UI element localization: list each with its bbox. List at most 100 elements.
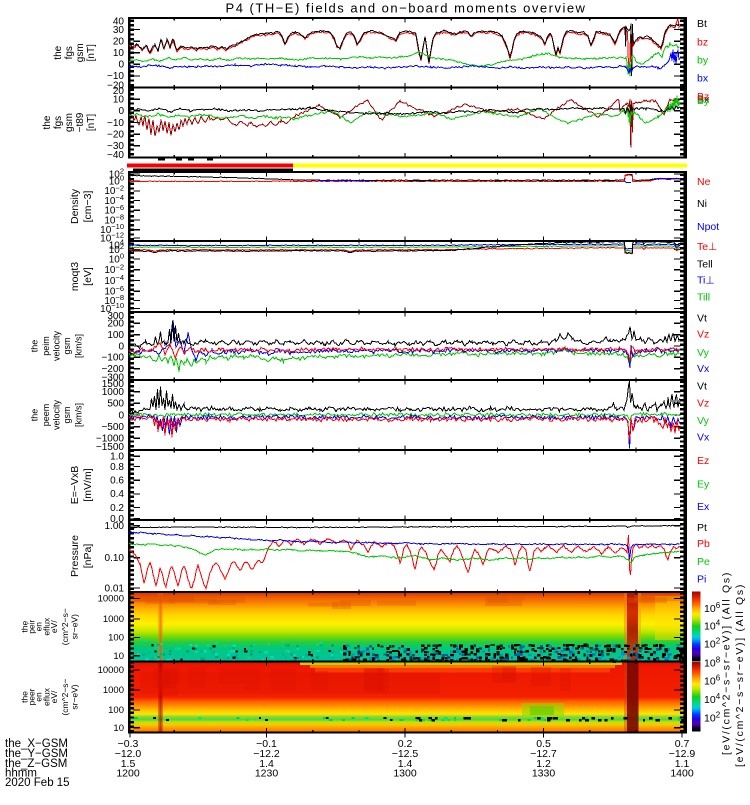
- svg-text:[nT]: [nT]: [86, 114, 97, 131]
- svg-text:(cm^2−s−: (cm^2−s−: [60, 608, 70, 645]
- svg-text:100: 100: [108, 633, 124, 644]
- svg-text:the: the: [53, 45, 64, 59]
- svg-text:Pressure: Pressure: [69, 535, 81, 577]
- svg-text:−12.0: −12.0: [115, 748, 142, 760]
- svg-text:Vz: Vz: [697, 398, 709, 410]
- svg-text:Vt: Vt: [697, 313, 707, 325]
- svg-text:−500: −500: [101, 422, 124, 433]
- svg-text:1.5: 1.5: [121, 758, 136, 770]
- svg-text:[eV]: [eV]: [82, 267, 94, 286]
- svg-text:1300: 1300: [393, 767, 417, 779]
- svg-text:−12.5: −12.5: [392, 748, 419, 760]
- svg-text:the_X−GSM: the_X−GSM: [5, 738, 68, 750]
- svg-text:1400: 1400: [670, 767, 694, 779]
- svg-text:by: by: [697, 55, 709, 67]
- svg-text:−100: −100: [101, 353, 124, 364]
- svg-text:[eV/(cm^2−s−sr−eV)] (All Qs): [eV/(cm^2−s−sr−eV)] (All Qs): [734, 583, 746, 767]
- svg-text:1.0: 1.0: [110, 452, 124, 463]
- svg-text:the: the: [42, 115, 53, 129]
- svg-text:Vy: Vy: [697, 347, 710, 359]
- svg-text:0.4: 0.4: [110, 489, 124, 500]
- svg-text:1.4: 1.4: [259, 758, 274, 770]
- svg-text:peir: peir: [27, 619, 37, 633]
- svg-text:0: 0: [118, 410, 124, 421]
- svg-text:10000: 10000: [98, 665, 124, 676]
- svg-text:−30: −30: [107, 141, 124, 152]
- svg-text:0: 0: [118, 60, 124, 71]
- svg-text:[cm−3]: [cm−3]: [82, 191, 94, 223]
- svg-text:1000: 1000: [103, 614, 124, 625]
- svg-text:[eV/(cm^2−s−sr−eV)] (All Qs): [eV/(cm^2−s−sr−eV)] (All Qs): [721, 571, 733, 755]
- svg-text:[km/s]: [km/s]: [74, 334, 84, 358]
- svg-text:P4 (TH−E) fields and on−board: P4 (TH−E) fields and on−board moments ov…: [226, 1, 587, 16]
- svg-text:10: 10: [113, 651, 124, 662]
- svg-text:fgs: fgs: [64, 46, 75, 59]
- svg-text:the_Y−GSM: the_Y−GSM: [5, 748, 68, 760]
- svg-text:−20: −20: [107, 80, 124, 91]
- svg-text:1500: 1500: [102, 379, 125, 390]
- svg-text:peer: peer: [27, 688, 37, 705]
- svg-text:Pe: Pe: [697, 556, 710, 568]
- svg-text:−12.2: −12.2: [253, 748, 280, 760]
- svg-text:0.10: 0.10: [105, 553, 125, 564]
- svg-text:Ne: Ne: [697, 176, 711, 188]
- svg-text:Bt: Bt: [697, 18, 707, 30]
- svg-text:−12.9: −12.9: [669, 748, 696, 760]
- svg-text:−200: −200: [101, 364, 124, 375]
- svg-text:[nPa]: [nPa]: [82, 544, 94, 569]
- svg-text:Ni: Ni: [697, 198, 707, 210]
- svg-text:−10: −10: [107, 118, 124, 129]
- svg-text:moqt3: moqt3: [69, 262, 81, 291]
- svg-text:0.0: 0.0: [110, 514, 124, 525]
- svg-text:10: 10: [113, 723, 124, 734]
- svg-text:eV/: eV/: [49, 690, 59, 703]
- svg-text:bx: bx: [697, 73, 709, 85]
- svg-text:1.1: 1.1: [675, 758, 690, 770]
- svg-text:the: the: [20, 691, 30, 703]
- svg-text:100: 100: [107, 330, 124, 341]
- svg-text:Vx: Vx: [697, 432, 710, 444]
- svg-text:−40: −40: [107, 150, 124, 161]
- svg-text:0.01: 0.01: [105, 583, 125, 594]
- svg-text:10: 10: [113, 48, 125, 59]
- svg-text:fgs: fgs: [53, 116, 64, 129]
- svg-text:peim: peim: [41, 336, 51, 356]
- svg-text:sr−eV): sr−eV): [70, 684, 80, 709]
- svg-text:1330: 1330: [532, 767, 556, 779]
- svg-text:Te⊥: Te⊥: [697, 241, 717, 253]
- svg-text:500: 500: [107, 399, 124, 410]
- svg-text:1230: 1230: [255, 767, 279, 779]
- svg-text:[mV/m]: [mV/m]: [82, 468, 94, 501]
- svg-text:2020 Feb 15: 2020 Feb 15: [5, 777, 70, 789]
- svg-text:en: en: [34, 622, 44, 632]
- svg-text:velocity: velocity: [52, 330, 62, 361]
- svg-text:velocity: velocity: [52, 399, 62, 430]
- svg-text:gsm: gsm: [62, 337, 72, 354]
- svg-text:−0.1: −0.1: [256, 738, 277, 750]
- svg-text:−20: −20: [107, 129, 124, 140]
- svg-text:0.6: 0.6: [110, 476, 124, 487]
- svg-text:1200: 1200: [116, 767, 140, 779]
- svg-text:1000: 1000: [103, 685, 124, 696]
- svg-text:Vx: Vx: [697, 363, 710, 375]
- svg-text:the: the: [30, 409, 40, 422]
- svg-text:100: 100: [108, 705, 124, 716]
- svg-text:the: the: [20, 621, 30, 633]
- svg-text:40: 40: [113, 16, 125, 27]
- svg-text:1.00: 1.00: [105, 521, 125, 532]
- svg-text:Ey: Ey: [697, 479, 710, 491]
- svg-text:Pb: Pb: [697, 538, 710, 550]
- svg-text:[km/s]: [km/s]: [74, 403, 84, 427]
- svg-text:gsm: gsm: [62, 406, 72, 423]
- svg-text:peem: peem: [41, 404, 51, 427]
- svg-text:Till: Till: [697, 292, 710, 304]
- svg-text:20: 20: [113, 36, 125, 47]
- svg-text:(cm^2−s−: (cm^2−s−: [60, 678, 70, 715]
- svg-text:Bx: Bx: [697, 94, 710, 106]
- svg-text:[nT]: [nT]: [86, 44, 97, 61]
- svg-text:300: 300: [107, 311, 124, 322]
- svg-text:Density: Density: [69, 188, 81, 224]
- svg-text:en: en: [34, 692, 44, 702]
- svg-text:20: 20: [113, 86, 125, 97]
- svg-text:1000: 1000: [102, 387, 125, 398]
